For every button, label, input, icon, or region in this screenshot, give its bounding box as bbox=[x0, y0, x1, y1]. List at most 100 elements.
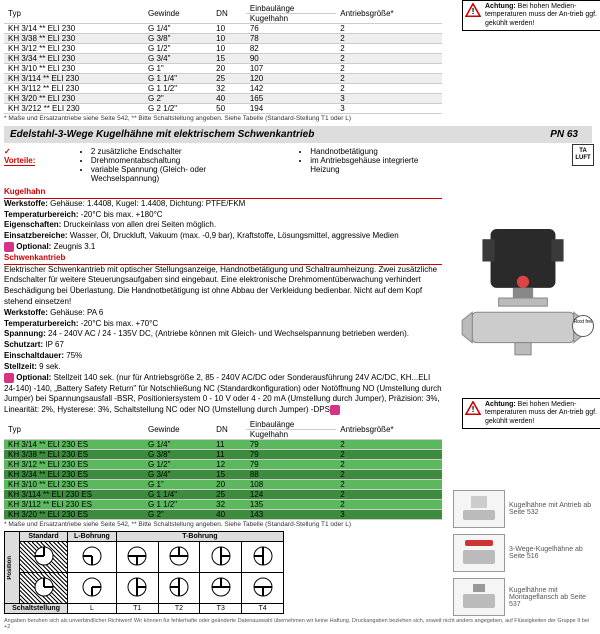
table-row: KH 3/12 ** ELI 230 ESG 1/2"12792 bbox=[4, 460, 442, 470]
schwenk-heading: Schwenkantrieb bbox=[4, 253, 442, 265]
list-item: Handnotbetätigung bbox=[310, 147, 442, 156]
table-cell: G 1/4" bbox=[144, 440, 212, 450]
table-cell: 2 bbox=[336, 44, 442, 54]
table-cell: 20 bbox=[212, 64, 246, 74]
th-dn: DN bbox=[212, 4, 246, 24]
kh-temp-v: -20°C bis max. +180°C bbox=[81, 210, 163, 219]
list-item: Drehmomentabschaltung bbox=[91, 156, 266, 165]
sw-spannung-v: 24 - 240V AC / 24 - 135V DC, (Antriebe k… bbox=[48, 329, 409, 338]
table-cell: KH 3/114 ** ELI 230 bbox=[4, 74, 144, 84]
bore-diag bbox=[68, 573, 117, 604]
sw-opt-v: Stellzeit 140 sek. (nur für Antriebsgröß… bbox=[4, 373, 442, 415]
thumb-text: 3-Wege-Kugelhähne ab Seite 516 bbox=[509, 546, 598, 560]
bore-std: Standard bbox=[19, 532, 67, 542]
dps-marker-icon bbox=[330, 405, 340, 415]
thumb-img-icon bbox=[453, 534, 505, 572]
schwenk-desc: Elektrischer Schwenkantrieb mit optische… bbox=[4, 265, 442, 308]
table-cell: 2 bbox=[336, 460, 442, 470]
table-cell: 135 bbox=[246, 500, 336, 510]
table-row: KH 3/34 ** ELI 230G 3/4"15902 bbox=[4, 54, 442, 64]
table-cell: 15 bbox=[212, 470, 246, 480]
table-cell: 82 bbox=[246, 44, 336, 54]
kh-temp-l: Temperaturbereich: bbox=[4, 210, 79, 219]
table-cell: 142 bbox=[246, 84, 336, 94]
kh-opt-l: Optional: bbox=[16, 242, 51, 251]
sw-einschalt-v: 75% bbox=[66, 351, 82, 360]
table-cell: G 1" bbox=[144, 480, 212, 490]
bore-T2: T2 bbox=[158, 604, 200, 614]
bore-diag bbox=[116, 573, 158, 604]
table-cell: 120 bbox=[246, 74, 336, 84]
bore-diag bbox=[158, 542, 200, 573]
th-antrieb: Antriebsgröße* bbox=[336, 4, 442, 24]
table-cell: KH 3/20 ** ELI 230 bbox=[4, 94, 144, 104]
th-dn: DN bbox=[212, 420, 246, 440]
bore-diag bbox=[19, 542, 67, 573]
sw-stellzeit-l: Stellzeit: bbox=[4, 362, 37, 371]
sw-schutz-l: Schutzart: bbox=[4, 340, 43, 349]
table-cell: KH 3/112 ** ELI 230 ES bbox=[4, 500, 144, 510]
thumb-img-icon bbox=[453, 490, 505, 528]
warning-label: Achtung: bbox=[485, 401, 516, 408]
table-cell: 79 bbox=[246, 460, 336, 470]
thumb-item: Kugelhähne mit Montageflansch ab Seite 5… bbox=[453, 578, 598, 616]
table-row: KH 3/14 ** ELI 230 ESG 1/4"11792 bbox=[4, 440, 442, 450]
table-cell: KH 3/14 ** ELI 230 bbox=[4, 24, 144, 34]
warning-triangle-icon: ! bbox=[465, 3, 481, 17]
vorteile-list-right: Handnotbetätigungim Antriebsgehäuse inte… bbox=[310, 147, 442, 183]
table-cell: 10 bbox=[212, 34, 246, 44]
table-cell: 3 bbox=[336, 104, 442, 114]
kugelhahn-heading: Kugelhahn bbox=[4, 187, 442, 199]
table-cell: KH 3/10 ** ELI 230 ES bbox=[4, 480, 144, 490]
bore-L: L bbox=[68, 604, 117, 614]
table-cell: 2 bbox=[336, 54, 442, 64]
table-cell: KH 3/10 ** ELI 230 bbox=[4, 64, 144, 74]
th-kugel: Kugelhahn bbox=[246, 430, 336, 440]
table-cell: 2 bbox=[336, 440, 442, 450]
table-cell: 76 bbox=[246, 24, 336, 34]
bore-T1: T1 bbox=[116, 604, 158, 614]
table-row: KH 3/38 ** ELI 230G 3/8"10782 bbox=[4, 34, 442, 44]
th-typ: Typ bbox=[4, 420, 144, 440]
table-cell: G 3/8" bbox=[144, 450, 212, 460]
table-cell: 2 bbox=[336, 84, 442, 94]
sw-schutz-v: IP 67 bbox=[45, 340, 64, 349]
table-row: KH 3/34 ** ELI 230 ESG 3/4"15882 bbox=[4, 470, 442, 480]
warning-triangle-icon: ! bbox=[465, 401, 481, 415]
table-cell: KH 3/12 ** ELI 230 bbox=[4, 44, 144, 54]
table-cell: 12 bbox=[212, 460, 246, 470]
pn-rating: PN 63 bbox=[550, 129, 586, 140]
sw-werkstoffe-l: Werkstoffe: bbox=[4, 308, 48, 317]
table-cell: 3 bbox=[336, 510, 442, 520]
warning-label: Achtung: bbox=[485, 3, 516, 10]
table-cell: 3 bbox=[336, 94, 442, 104]
table1-footnote: * Maße und Ersatzantriebe siehe Seite 54… bbox=[4, 115, 442, 122]
table-cell: KH 3/212 ** ELI 230 bbox=[4, 104, 144, 114]
table-cell: 2 bbox=[336, 480, 442, 490]
kh-werkstoffe-v: Gehäuse: 1.4408, Kugel: 1.4408, Dichtung… bbox=[50, 199, 245, 208]
table-cell: G 1" bbox=[144, 64, 212, 74]
table-cell: 2 bbox=[336, 34, 442, 44]
table-cell: KH 3/12 ** ELI 230 ES bbox=[4, 460, 144, 470]
bore-diag bbox=[158, 573, 200, 604]
product-image bbox=[452, 225, 594, 359]
thumb-text: Kugelhähne mit Montageflansch ab Seite 5… bbox=[509, 587, 598, 608]
kh-eigen-v: Druckeinlass von allen drei Seiten mögli… bbox=[64, 220, 217, 229]
bore-l: L-Bohrung bbox=[68, 532, 117, 542]
table-row: KH 3/212 ** ELI 230G 2 1/2"501943 bbox=[4, 104, 442, 114]
warning-box-bottom: ! Achtung: Bei hohen Medien-temperaturen… bbox=[462, 398, 600, 429]
kh-eigen-l: Eigenschaften: bbox=[4, 220, 61, 229]
table-row: KH 3/20 ** ELI 230 ESG 2"401433 bbox=[4, 510, 442, 520]
table-cell: 78 bbox=[246, 34, 336, 44]
table-cell: KH 3/114 ** ELI 230 ES bbox=[4, 490, 144, 500]
table-cell: G 1/2" bbox=[144, 460, 212, 470]
bore-schaltstellung: Schaltstellung bbox=[5, 604, 68, 614]
thumb-text: Kugelhähne mit Antrieb ab Seite 532 bbox=[509, 502, 598, 516]
kh-einsatz-v: Wasser, Öl, Druckluft, Vakuum (max. -0,9… bbox=[70, 231, 399, 240]
table-cell: KH 3/112 ** ELI 230 bbox=[4, 84, 144, 94]
table-cell: 2 bbox=[336, 450, 442, 460]
table-cell: G 1 1/2" bbox=[144, 500, 212, 510]
table-row: KH 3/14 ** ELI 230G 1/4"10762 bbox=[4, 24, 442, 34]
table2-footnote: * Maße und Ersatzantriebe siehe Seite 54… bbox=[4, 521, 442, 528]
table-cell: G 2" bbox=[144, 510, 212, 520]
